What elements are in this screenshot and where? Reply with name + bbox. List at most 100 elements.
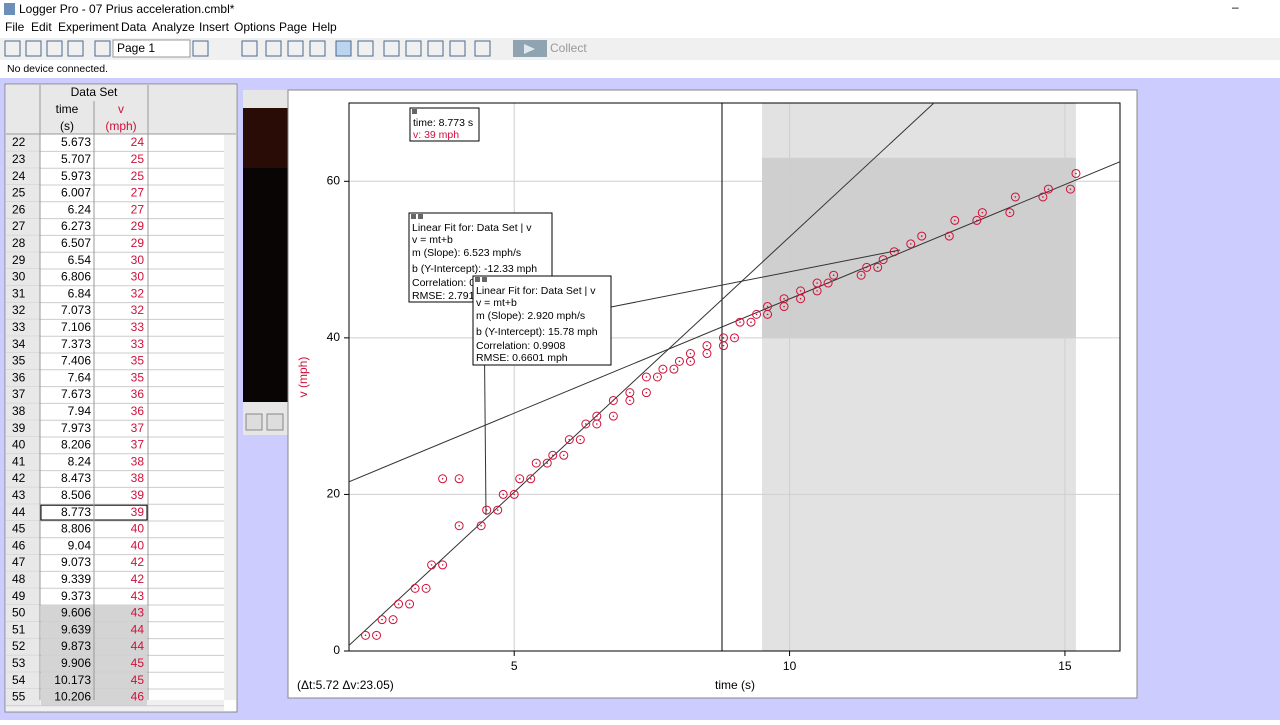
fit-text: m (Slope): 6.523 mph/s: [412, 247, 521, 259]
tool-icon[interactable]: [4, 40, 21, 57]
time-cell: 9.339: [61, 572, 91, 586]
data-point-dot: [882, 258, 884, 261]
row-num-cell: [6, 420, 40, 437]
tool-icon[interactable]: [309, 40, 326, 57]
video-play[interactable]: [245, 413, 263, 431]
row-num-cell: [6, 470, 40, 488]
tool-icon[interactable]: [192, 40, 209, 57]
x-axis-label: time (s): [715, 678, 755, 692]
tool-icon[interactable]: [335, 40, 352, 57]
row-num-cell: [6, 487, 40, 505]
menu-item[interactable]: Help: [312, 20, 337, 34]
v-cell: 37: [131, 438, 145, 452]
examine-handle: [412, 109, 417, 114]
menu-item[interactable]: Options: [234, 20, 275, 34]
data-point-dot: [381, 618, 383, 621]
row-num-cell: [6, 689, 40, 706]
tool-icon[interactable]: [67, 40, 84, 57]
fit-text: RMSE: 2.791: [412, 290, 475, 302]
col-name: time: [56, 102, 79, 116]
tool-icon[interactable]: [287, 40, 304, 57]
data-point-dot: [1075, 172, 1077, 175]
v-cell: 25: [131, 152, 145, 166]
row-number: 28: [12, 236, 26, 250]
data-point: [526, 474, 536, 484]
data-point: [454, 474, 464, 484]
row-num-cell: [6, 151, 40, 169]
menu-item[interactable]: Edit: [31, 20, 52, 34]
row-number: 27: [12, 219, 26, 233]
time-cell: 5.673: [61, 135, 91, 149]
data-point-dot: [783, 305, 785, 308]
row-num-cell: [6, 285, 40, 303]
data-point-dot: [585, 423, 587, 425]
video-stop[interactable]: [266, 413, 284, 431]
v-cell: 33: [131, 337, 145, 351]
data-point-dot: [722, 344, 725, 347]
scrollbar[interactable]: [224, 135, 236, 700]
time-cell: 9.373: [61, 589, 91, 603]
y-tick-label: 40: [327, 330, 341, 344]
fit-text: Linear Fit for: Data Set | v: [476, 285, 596, 297]
menu-item[interactable]: Data: [121, 20, 147, 34]
menu-item[interactable]: File: [5, 20, 25, 34]
data-point-dot: [678, 360, 681, 363]
tool-icon[interactable]: [46, 40, 63, 57]
data-point: [482, 505, 492, 515]
fit-text: m (Slope): 2.920 mph/s: [476, 310, 585, 322]
data-point: [531, 458, 541, 468]
delta-readout: (Δt:5.72 Δv:23.05): [297, 678, 394, 692]
page-select[interactable]: [112, 39, 191, 58]
data-point: [812, 278, 822, 288]
row-num-cell: [6, 235, 40, 253]
row-num-cell: [6, 521, 40, 538]
data-point: [873, 262, 883, 272]
tool-icon[interactable]: [25, 40, 42, 57]
time-cell: 9.073: [61, 555, 91, 569]
data-point-dot: [364, 634, 367, 637]
data-point: [1065, 184, 1075, 194]
highlight-region: [762, 157, 1076, 338]
tool-icon[interactable]: [383, 40, 400, 57]
data-point-dot: [1014, 196, 1017, 198]
data-point: [498, 489, 508, 499]
data-point-dot: [953, 219, 956, 222]
row-num-cell: [6, 201, 40, 219]
y-axis-label: v (mph): [296, 357, 310, 398]
tool-icon[interactable]: [474, 40, 491, 57]
data-point-dot: [629, 399, 631, 402]
v-cell: 36: [131, 387, 145, 401]
tool-icon[interactable]: [94, 40, 111, 57]
time-cell: 8.506: [61, 488, 91, 502]
minimize[interactable]: –: [1232, 0, 1239, 14]
tool-icon[interactable]: [241, 40, 258, 57]
row-num-cell: [6, 269, 40, 286]
v-cell: 29: [131, 236, 145, 250]
menu-item[interactable]: Experiment: [58, 20, 119, 34]
tool-icon[interactable]: [357, 40, 374, 57]
tool-icon[interactable]: [427, 40, 444, 57]
menu-item[interactable]: Insert: [199, 20, 230, 34]
tool-icon[interactable]: [405, 40, 422, 57]
y-tick-label: 60: [327, 173, 341, 187]
data-point: [856, 270, 866, 280]
data-point: [564, 435, 574, 445]
data-point: [438, 474, 448, 484]
fit-text: Correlation: 0: [412, 277, 475, 289]
data-point: [427, 560, 437, 570]
menu-item[interactable]: Analyze: [152, 20, 195, 34]
data-point-dot: [579, 438, 582, 441]
plot-frame: [348, 102, 1121, 652]
data-point-dot: [656, 376, 659, 378]
data-point: [509, 489, 519, 499]
tool-icon[interactable]: [265, 40, 282, 57]
v-cell: 44: [131, 639, 145, 653]
time-cell: 7.94: [68, 404, 92, 418]
row-number: 49: [12, 589, 26, 603]
menu-item[interactable]: Page: [279, 20, 307, 34]
data-point: [608, 395, 618, 405]
row-num-cell: [6, 302, 40, 320]
time-cell: 7.64: [68, 370, 92, 384]
tool-icon[interactable]: [449, 40, 466, 57]
row-num-cell: [6, 134, 40, 152]
